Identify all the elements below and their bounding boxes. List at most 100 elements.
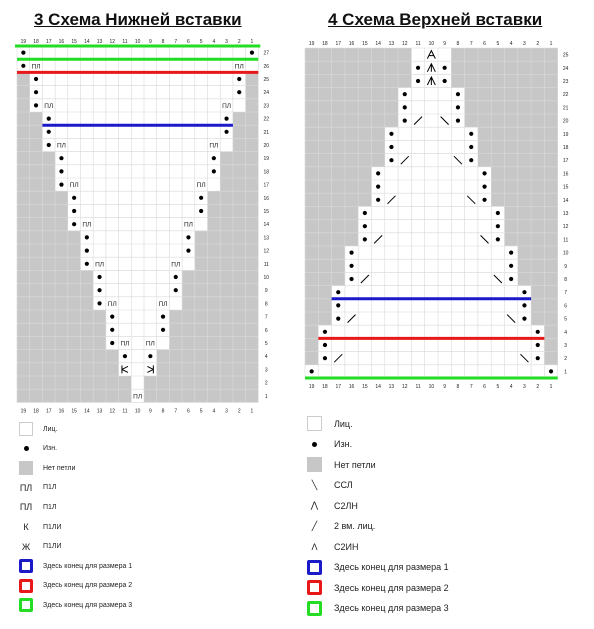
left-col-label-top: 10	[135, 39, 141, 45]
right-cell	[411, 153, 425, 167]
right-cell	[438, 338, 452, 352]
left-col-label-bottom: 12	[109, 408, 115, 414]
right-row-label: 12	[563, 224, 569, 230]
right-cell	[491, 246, 505, 260]
left-col-label-bottom: 18	[33, 408, 39, 414]
left-cell	[232, 98, 246, 112]
left-col-label-top: 3	[225, 39, 228, 45]
left-cell	[80, 46, 94, 60]
right-cell	[411, 48, 425, 62]
left-purl-dot	[84, 248, 89, 253]
left-purl-dot	[59, 182, 64, 187]
left-row-label: 24	[264, 90, 270, 96]
left-pp-symbol: ПЛ	[32, 63, 41, 70]
left-cell	[131, 283, 144, 297]
left-cell	[131, 217, 144, 231]
left-cell	[55, 112, 68, 126]
right-cell	[398, 232, 412, 246]
right-cell	[411, 219, 425, 233]
right-k2tog-symbol	[360, 274, 370, 284]
left-row-label: 25	[264, 77, 270, 83]
right-col-label-top: 3	[523, 41, 526, 47]
right-col-label-top: 2	[536, 41, 539, 47]
left-cell	[55, 46, 68, 60]
left-row-label: 15	[264, 209, 270, 215]
right-col-label-bottom: 16	[349, 384, 355, 390]
left-cell	[118, 178, 132, 192]
right-cell	[398, 246, 412, 260]
legend-symbol: ⋀	[310, 500, 319, 510]
left-cell	[118, 244, 132, 258]
left-col-label-top: 9	[149, 39, 152, 45]
left-purl-dot	[72, 222, 77, 227]
left-cell	[42, 72, 56, 86]
left-cell	[93, 112, 106, 126]
right-ssk-symbol	[480, 235, 489, 244]
right-row-label: 24	[563, 66, 569, 72]
left-cell	[194, 98, 208, 112]
right-cell	[424, 259, 438, 273]
left-cell	[156, 98, 170, 112]
left-cell	[194, 151, 208, 165]
left-cell	[93, 217, 106, 231]
right-cell	[424, 114, 438, 128]
right-purl-dot	[415, 78, 421, 84]
left-cell	[67, 46, 81, 60]
right-cell	[384, 180, 399, 194]
left-cell	[144, 59, 157, 73]
right-col-label-bottom: 10	[429, 384, 435, 390]
left-cell	[93, 125, 106, 139]
right-cell	[424, 153, 438, 167]
left-cell	[182, 72, 195, 86]
left-purl-dot	[46, 116, 51, 121]
left-cell	[118, 191, 132, 205]
right-cell	[371, 272, 385, 286]
left-cell	[80, 125, 94, 139]
right-cell	[424, 338, 438, 352]
right-cell	[451, 140, 465, 154]
right-cell	[438, 285, 452, 299]
right-c2in-symbol	[426, 49, 436, 59]
right-col-label-top: 18	[322, 41, 328, 47]
right-cell	[371, 338, 385, 352]
right-cell	[384, 351, 399, 365]
left-cell	[169, 151, 183, 165]
right-purl-dot	[495, 224, 500, 229]
left-pp-symbol: ПЛ	[197, 182, 206, 189]
right-cell	[344, 351, 359, 365]
right-cell	[491, 325, 505, 339]
legend-item: Изн.	[19, 442, 57, 456]
legend-label: Изн.	[43, 445, 58, 453]
right-cell	[464, 272, 478, 286]
left-cell	[156, 125, 170, 139]
right-row-label: 7	[564, 290, 567, 296]
left-col-label-top: 6	[187, 39, 190, 45]
right-cell	[438, 48, 452, 62]
left-cell	[131, 336, 144, 350]
left-cell	[118, 138, 132, 152]
left-cell	[194, 138, 208, 152]
right-cell	[504, 298, 518, 312]
left-cell	[220, 138, 233, 152]
legend-label: 2 вм. лиц.	[334, 521, 376, 531]
left-purl-dot	[224, 129, 229, 134]
left-twist-right-symbol	[147, 365, 154, 374]
right-purl-dot	[402, 105, 407, 110]
left-cell	[169, 257, 183, 271]
right-k2tog-symbol	[387, 195, 396, 205]
left-cell	[144, 323, 157, 337]
right-cell	[451, 232, 465, 246]
right-ssk-symbol	[466, 195, 476, 205]
right-cell	[438, 127, 452, 141]
right-cell	[504, 338, 518, 352]
right-purl-dot	[482, 184, 487, 189]
left-cell	[144, 296, 157, 310]
left-cell	[67, 164, 81, 178]
left-row-label: 3	[265, 367, 268, 373]
right-cell	[411, 364, 425, 378]
left-cell	[169, 217, 183, 231]
right-cell	[491, 298, 505, 312]
right-purl-dot	[322, 356, 328, 361]
right-cell	[451, 127, 465, 141]
left-cell	[131, 125, 144, 139]
